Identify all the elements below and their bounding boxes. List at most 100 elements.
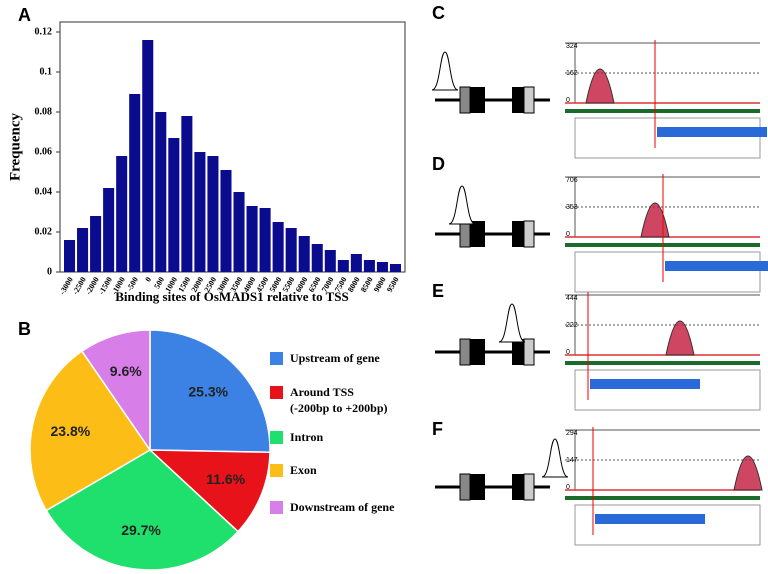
exon xyxy=(512,339,524,365)
bar xyxy=(337,260,349,272)
gene-model xyxy=(665,261,768,271)
peak xyxy=(541,438,569,478)
bar xyxy=(376,262,388,272)
bar xyxy=(129,94,141,272)
bar xyxy=(194,152,206,272)
scale-label: 162 xyxy=(566,70,578,77)
bar xyxy=(298,236,310,272)
signal xyxy=(640,202,670,238)
bar xyxy=(389,264,401,272)
bar xyxy=(155,112,167,272)
track-band xyxy=(565,109,760,113)
y-tick-label: 0.04 xyxy=(35,186,53,197)
legend-swatch xyxy=(270,386,283,399)
bar xyxy=(311,244,323,272)
annot-frame xyxy=(574,117,761,159)
y-tick-label: 0.1 xyxy=(40,66,53,77)
y-tick-label: 0.02 xyxy=(35,226,53,237)
scale-label: 0 xyxy=(566,231,570,238)
track-band xyxy=(565,361,760,365)
slice-label: 23.8% xyxy=(51,423,91,439)
bar xyxy=(77,228,89,272)
exon xyxy=(470,474,485,500)
panel-label: D xyxy=(432,154,445,174)
panel-label: F xyxy=(432,419,443,439)
scale-label: 444 xyxy=(566,295,578,302)
bar xyxy=(142,40,154,272)
scale-label: 0 xyxy=(566,349,570,356)
peak xyxy=(448,185,476,225)
legend-label: Upstream of gene xyxy=(290,351,380,365)
x-tick-label: 9000 xyxy=(372,275,388,293)
exon xyxy=(523,86,535,114)
peak xyxy=(498,303,526,343)
bar xyxy=(207,156,219,272)
exon xyxy=(523,473,535,501)
annot-frame xyxy=(574,504,761,546)
bar xyxy=(103,188,115,272)
slice-label: 9.6% xyxy=(110,363,142,379)
slice-label: 29.7% xyxy=(121,522,161,538)
legend-swatch xyxy=(270,352,283,365)
pie-slice xyxy=(148,449,271,533)
slice-label: 25.3% xyxy=(188,384,228,400)
legend-label: Exon xyxy=(290,463,317,477)
annot-frame xyxy=(574,369,761,411)
exon xyxy=(459,338,471,366)
exon xyxy=(459,86,471,114)
scale-label: 353 xyxy=(566,204,578,211)
legend-label: Intron xyxy=(290,430,324,444)
scale-label: 324 xyxy=(566,43,578,50)
peak xyxy=(431,51,459,91)
legend-swatch xyxy=(270,464,283,477)
bar xyxy=(363,260,375,272)
legend-swatch xyxy=(270,431,283,444)
bar xyxy=(116,156,128,272)
gene-model xyxy=(595,514,705,524)
y-tick-label: 0.08 xyxy=(35,106,53,117)
panel-label: B xyxy=(18,319,31,339)
bar xyxy=(285,228,297,272)
x-tick-label: 9500 xyxy=(385,275,401,293)
x-axis-label: Binding sites of OsMADS1 relative to TSS xyxy=(115,289,349,304)
gene-model xyxy=(590,379,700,389)
signal xyxy=(733,455,763,491)
scale-label: 147 xyxy=(566,457,578,464)
exon xyxy=(523,220,535,248)
track-band xyxy=(565,496,760,500)
scale-label: 0 xyxy=(566,97,570,104)
pie-slice xyxy=(29,350,152,512)
exon xyxy=(459,220,471,248)
bar xyxy=(350,254,362,272)
exon xyxy=(470,339,485,365)
bar xyxy=(90,216,102,272)
panel-label: E xyxy=(432,281,444,301)
bar xyxy=(259,208,271,272)
scale-label: 294 xyxy=(566,430,578,437)
plot-frame xyxy=(59,21,406,273)
x-tick-label: 8500 xyxy=(359,275,375,293)
exon xyxy=(523,338,535,366)
y-axis-label: Frequency xyxy=(7,112,23,181)
bar xyxy=(324,250,336,272)
bar xyxy=(272,222,284,272)
pie-slice xyxy=(45,449,240,571)
legend-label: Downstream of gene xyxy=(290,500,395,514)
panel-label: C xyxy=(432,3,445,23)
y-tick-label: 0 xyxy=(47,266,52,277)
bar xyxy=(168,138,180,272)
signal xyxy=(665,320,695,356)
exon xyxy=(470,87,485,113)
bar xyxy=(246,206,258,272)
gene-model xyxy=(657,127,767,137)
pie-slice xyxy=(149,329,271,454)
slice-label: 11.6% xyxy=(206,471,245,487)
panel-label: A xyxy=(18,5,31,25)
signal xyxy=(585,68,615,104)
x-tick-label: 0 xyxy=(143,275,153,283)
exon xyxy=(470,221,485,247)
annot-frame xyxy=(574,251,761,293)
scale-label: 706 xyxy=(566,177,578,184)
